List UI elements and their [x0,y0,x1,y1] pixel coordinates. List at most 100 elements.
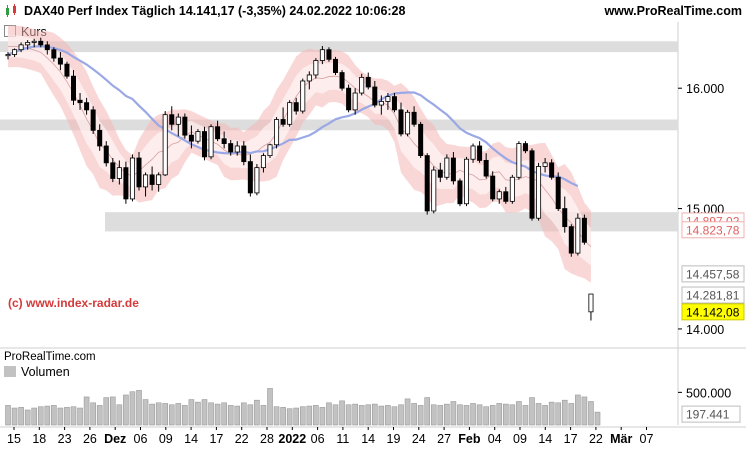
candle [215,126,221,140]
candle [385,96,391,102]
volume-bar [280,407,286,426]
candle [201,131,207,158]
volume-bar [444,403,450,426]
date-tick-label: 06 [134,432,148,446]
volume-bar [404,398,411,426]
candle [378,101,384,106]
volume-legend: Volumen [4,365,70,379]
candle [64,63,70,77]
volume-bar [411,403,417,426]
volume-bar [110,396,116,426]
volume-bar [168,404,175,426]
candle [274,119,280,146]
price-tick-label: 16.000 [686,82,724,96]
volume-bar [5,405,11,426]
price-label-text: 14.281,81 [686,289,740,303]
candle [405,111,411,135]
volume-bar [123,394,129,426]
volume-bars-group [5,388,601,426]
volume-bar [529,397,535,426]
date-tick-label: Mär [610,432,632,446]
price-axis: 14.00015.00016.00014.897,0214.823,7814.4… [678,82,745,337]
volume-label-text: 197.441 [686,408,730,422]
candle [123,167,129,200]
volume-bar [188,399,195,426]
candle [5,54,11,57]
volume-bar [260,405,267,426]
volume-bar [391,406,398,426]
candle [156,174,162,185]
volume-legend-swatch-icon [4,366,16,377]
candle [509,176,515,202]
volume-bar [332,404,339,426]
candle [254,167,260,194]
candle [260,155,266,169]
date-tick-label: 11 [336,432,349,446]
date-tick-label: 09 [159,432,173,446]
prorealtime-brand: ProRealTime.com [4,351,96,363]
volume-bar [365,404,372,426]
volume-bar [430,404,437,426]
candle [241,145,247,163]
candle [188,134,194,142]
candle [234,145,240,153]
volume-bar [293,407,300,426]
volume-bar [57,407,64,426]
candle [496,191,502,200]
bollinger-band-group [7,25,592,283]
volume-bar [214,403,221,426]
volume-bar [385,405,391,426]
candle [44,44,50,51]
volume-bar [37,406,44,426]
candle [568,226,574,254]
volume-bar [64,407,70,426]
candle [326,49,332,60]
candle [97,129,103,147]
candle [490,175,496,200]
moving-average-line [7,45,579,188]
volume-bar [195,401,201,426]
volume-bar [208,402,214,426]
volume-bar [371,403,378,426]
candle [346,87,352,111]
candle [12,49,18,55]
candle [463,158,469,205]
date-tick-label: 06 [311,432,325,446]
price-label-text: 14.823,78 [686,223,740,237]
candle [57,57,63,65]
volume-bar [575,394,581,426]
candle [31,40,37,43]
date-tick-label: 22 [589,432,603,446]
candle [411,111,417,125]
candle [424,155,430,212]
candle [90,109,96,131]
volume-bar [476,404,483,426]
candle [306,74,312,82]
volume-bar [424,397,431,426]
candle [38,40,44,46]
volume-bar [516,401,522,426]
candle [581,217,587,243]
candle [77,99,83,104]
volume-axis: 500.000 197.441 [678,386,741,423]
volume-bar [561,399,568,426]
site-url[interactable]: www.ProRealTime.com [604,4,742,18]
candle [313,60,319,76]
date-tick-label: 27 [437,432,451,446]
volume-bar [470,403,476,426]
volume-bar [286,408,293,426]
date-tick-label: 17 [209,432,223,446]
volume-bar [103,397,110,426]
candle [477,145,483,161]
volume-bar [149,403,155,426]
candle [319,49,325,61]
volume-bar [398,404,404,426]
volume-bar [502,403,509,426]
candles-group [5,37,594,321]
candle [116,167,122,179]
candle [372,86,378,106]
horizontal-zone [0,119,678,131]
volume-bar [345,404,352,426]
date-tick-label: 2022 [278,432,306,446]
